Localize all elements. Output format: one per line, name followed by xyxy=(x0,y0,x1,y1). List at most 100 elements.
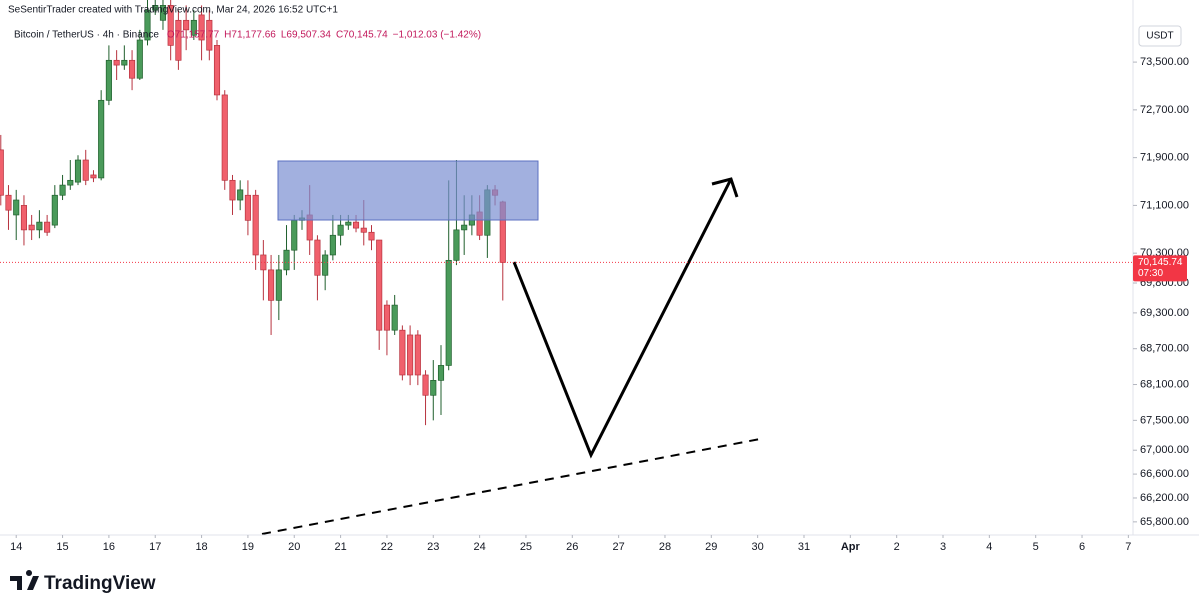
supply-zone xyxy=(277,160,539,221)
candle-body xyxy=(5,194,12,211)
candle-body xyxy=(461,224,468,231)
x-tick-label: 22 xyxy=(381,541,393,553)
candle-body xyxy=(36,221,43,231)
candle-body xyxy=(198,14,205,41)
x-tick-label: Apr xyxy=(841,541,861,553)
candle-body xyxy=(329,234,336,256)
candle-body xyxy=(105,59,112,101)
candle-body xyxy=(407,334,414,376)
projection-path xyxy=(512,178,733,459)
y-tick-label: 67,500.00 xyxy=(1140,414,1189,426)
candle-body xyxy=(59,184,66,196)
candle-body xyxy=(422,374,429,396)
candle-body xyxy=(90,174,97,179)
candle-body xyxy=(152,5,159,11)
candle-body xyxy=(260,254,267,271)
candle-body xyxy=(322,254,329,276)
candle-body xyxy=(244,194,251,221)
ohlc-value: C70,145.74 xyxy=(336,30,388,41)
y-tick-label: 68,700.00 xyxy=(1140,343,1189,355)
candle-body xyxy=(20,205,28,231)
candle-body xyxy=(275,269,282,301)
candle-body xyxy=(82,159,89,181)
candle-body xyxy=(44,221,51,233)
candle-body xyxy=(74,159,82,183)
arrow-head xyxy=(711,177,739,198)
x-tick-label: 2 xyxy=(894,541,900,553)
y-tick-label: 73,500.00 xyxy=(1140,56,1189,68)
candle-body xyxy=(121,59,128,66)
candle-body xyxy=(175,19,182,61)
brand-logo: TradingView xyxy=(10,570,156,594)
x-tick-label: 20 xyxy=(288,541,300,553)
x-tick-label: 7 xyxy=(1125,541,1131,553)
y-tick-label: 68,100.00 xyxy=(1140,378,1189,390)
plot-area xyxy=(0,0,506,426)
y-tick-label: 66,600.00 xyxy=(1140,468,1189,480)
x-tick-label: 19 xyxy=(242,541,254,553)
x-tick-label: 29 xyxy=(705,541,717,553)
candle-body xyxy=(67,179,74,186)
candle-body xyxy=(376,239,383,331)
symbol-line: Bitcoin / TetherUS · 4h · Binance xyxy=(14,30,159,41)
currency[interactable]: USDT xyxy=(1146,31,1173,42)
x-tick-label: 14 xyxy=(10,541,22,553)
candle-body xyxy=(391,304,398,331)
candle-body xyxy=(229,179,236,201)
candle-body xyxy=(252,194,259,256)
x-tick-label: 24 xyxy=(473,541,485,553)
candle-body xyxy=(453,229,460,261)
candle-body xyxy=(144,9,151,41)
y-tick-label: 67,000.00 xyxy=(1140,444,1189,456)
candle-body xyxy=(352,221,360,229)
x-tick-label: 18 xyxy=(195,541,207,553)
y-tick-label: 65,800.00 xyxy=(1140,516,1189,528)
candle-body xyxy=(98,99,105,179)
x-tick-label: 31 xyxy=(798,541,810,553)
x-tick-label: 27 xyxy=(613,541,625,553)
x-tick-label: 17 xyxy=(149,541,161,553)
y-tick-label: 71,900.00 xyxy=(1140,152,1189,164)
candle-body xyxy=(337,224,344,236)
ohlc-value: L69,507.34 xyxy=(281,30,331,41)
candle-body xyxy=(414,334,421,376)
candle-body xyxy=(368,231,375,241)
candle-body xyxy=(113,59,120,66)
candle-body xyxy=(437,365,445,381)
author-line: SeSentirTrader created with TradingView.… xyxy=(8,5,338,16)
candle-body xyxy=(445,259,452,366)
x-tick-label: 21 xyxy=(334,541,346,553)
currency-box[interactable] xyxy=(1138,25,1182,47)
candle-body xyxy=(291,219,298,251)
candle-body xyxy=(221,94,228,181)
last-price-tag xyxy=(1133,255,1187,282)
trend-line xyxy=(261,438,761,535)
x-tick-label: 6 xyxy=(1079,541,1085,553)
candle-body xyxy=(136,39,143,79)
ohlc-value: O71,157.77 xyxy=(167,30,220,41)
countdown: 07:30 xyxy=(1138,268,1163,279)
last-price-label: 70,145.74 xyxy=(1138,257,1183,268)
x-tick-label: 3 xyxy=(940,541,946,553)
candle-body xyxy=(399,329,406,376)
candle-body xyxy=(314,239,321,276)
candle-body xyxy=(167,5,174,46)
candle-body xyxy=(51,194,58,226)
candle-body xyxy=(129,59,136,79)
x-tick-label: 28 xyxy=(659,541,671,553)
candle-body xyxy=(159,5,167,21)
candle-body xyxy=(268,269,275,301)
candle-body xyxy=(345,221,352,226)
y-tick-label: 66,200.00 xyxy=(1140,492,1189,504)
candle-body xyxy=(0,149,4,196)
candle-body xyxy=(28,224,35,231)
candle-body xyxy=(13,199,20,216)
candle-body xyxy=(190,19,197,36)
candle-body xyxy=(237,189,244,201)
y-tick-label: 69,300.00 xyxy=(1140,307,1189,319)
candle-body xyxy=(213,45,221,96)
candle-body xyxy=(430,380,437,396)
brand-name: TradingView xyxy=(44,573,156,594)
candle-body xyxy=(206,19,213,51)
